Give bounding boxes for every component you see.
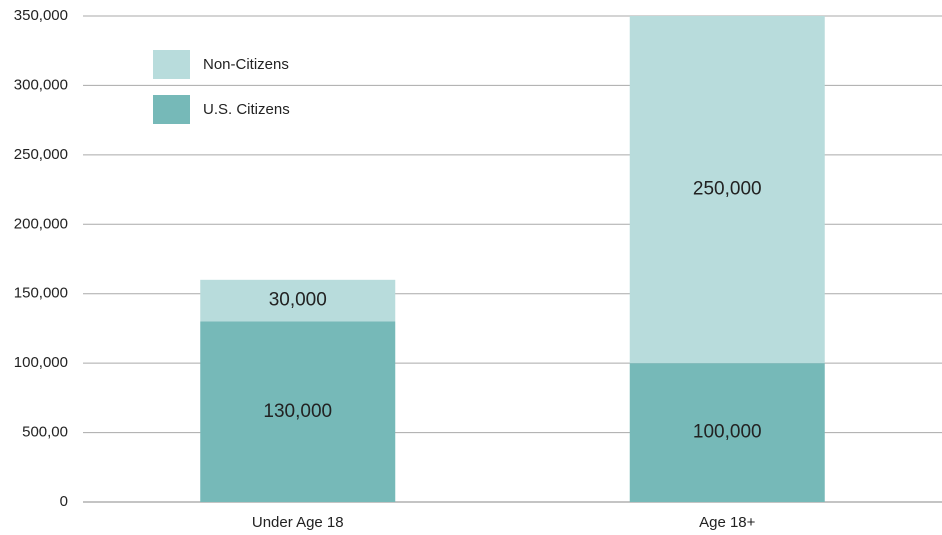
y-tick-label: 150,000	[14, 285, 68, 302]
x-tick-label: Age 18+	[699, 514, 756, 531]
y-tick-label: 200,000	[14, 215, 68, 232]
y-tick-label: 500,00	[22, 424, 68, 441]
legend-label: Non-Citizens	[203, 56, 289, 73]
data-label: 250,000	[693, 179, 762, 200]
legend-swatch	[153, 50, 190, 79]
y-tick-label: 350,000	[14, 7, 68, 24]
y-tick-label: 100,000	[14, 354, 68, 371]
y-tick-label: 250,000	[14, 146, 68, 163]
legend-swatch	[153, 95, 190, 124]
bar-segment	[629, 16, 825, 364]
legend-label: U.S. Citizens	[203, 101, 290, 118]
data-label: 100,000	[693, 422, 762, 443]
data-label: 30,000	[269, 290, 327, 311]
bar-segment	[200, 321, 396, 502]
bar-segment	[200, 279, 396, 322]
x-tick-label: Under Age 18	[252, 514, 344, 531]
y-tick-label: 0	[60, 493, 68, 510]
y-tick-label: 300,000	[14, 76, 68, 93]
data-label: 130,000	[263, 401, 332, 422]
bar-segment	[629, 363, 825, 502]
